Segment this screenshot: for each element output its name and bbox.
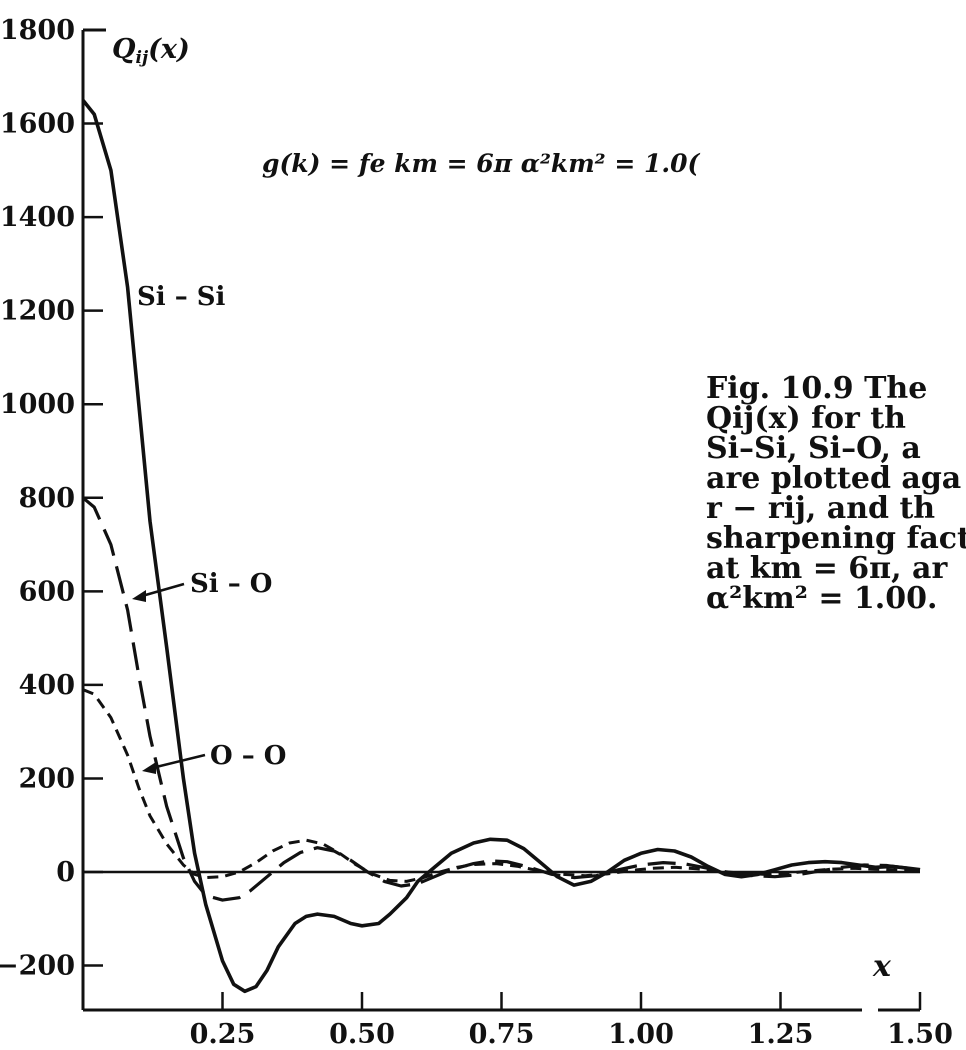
series-line-1 [81, 496, 921, 902]
x-tick-label: 1.00 [608, 1019, 674, 1050]
caption-line: α²km² = 1.00. [706, 581, 938, 614]
series-lines [81, 99, 921, 994]
x-tick-label: 0.75 [469, 1019, 535, 1050]
x-tick-label: 0.25 [190, 1019, 256, 1050]
series-line-2 [82, 688, 921, 883]
pointer-o-o [151, 753, 206, 770]
y-tick-label: 400 [19, 670, 75, 701]
caption-line: sharpening facto [706, 521, 966, 556]
y-tick-label: 0 [56, 857, 75, 888]
y-tick-label: 1000 [0, 389, 75, 420]
y-tick-label: −200 [0, 951, 75, 982]
labels: Qij(x) x g(k) = fe km = 6π α²km² = 1.0( Si … [112, 34, 892, 984]
y-tick-label: 800 [19, 483, 75, 514]
y-tick-label: 1800 [0, 15, 75, 46]
caption-line: Fig. 10.9 The [706, 374, 928, 406]
series-line-0 [81, 99, 921, 994]
pointer-si-o [141, 582, 185, 598]
ticks: −200 0 200 400 600 800 1000 1200 1400 1600 1800 0.2… [0, 15, 953, 1050]
y-tick-label: 200 [19, 763, 75, 794]
y-axis-label: Qij(x) [112, 34, 190, 68]
caption-line: r − rij, and th [706, 491, 936, 526]
series-label-o-o: O – O [210, 741, 286, 771]
x-tick-label: 1.25 [748, 1019, 814, 1050]
pointer-head-o-o [142, 762, 156, 774]
series-label-si-si: Si – Si [137, 282, 226, 312]
figure-caption: Fig. 10.9 The Qij(x) for th Si–Si, Si–O, a… [706, 374, 966, 614]
parameter-annotation: g(k) = fe km = 6π α²km² = 1.0( [262, 149, 700, 178]
y-tick-label: 1400 [0, 202, 75, 233]
caption-line: Qij(x) for th [706, 401, 906, 436]
x-axis-label: x [872, 949, 892, 984]
y-tick-label: 1600 [0, 109, 75, 140]
x-tick-label: 1.50 [887, 1019, 953, 1050]
series-label-si-o: Si – O [190, 569, 272, 599]
caption-line: are plotted aga [706, 461, 962, 496]
y-tick-label: 600 [19, 576, 75, 607]
caption-line: at km = 6π, ar [706, 551, 948, 586]
pointer-head-si-o [132, 590, 146, 602]
y-tick-label: 1200 [0, 296, 75, 327]
x-tick-label: 0.50 [329, 1019, 395, 1050]
caption-line: Si–Si, Si–O, a [706, 431, 921, 466]
axes [81, 28, 920, 1012]
